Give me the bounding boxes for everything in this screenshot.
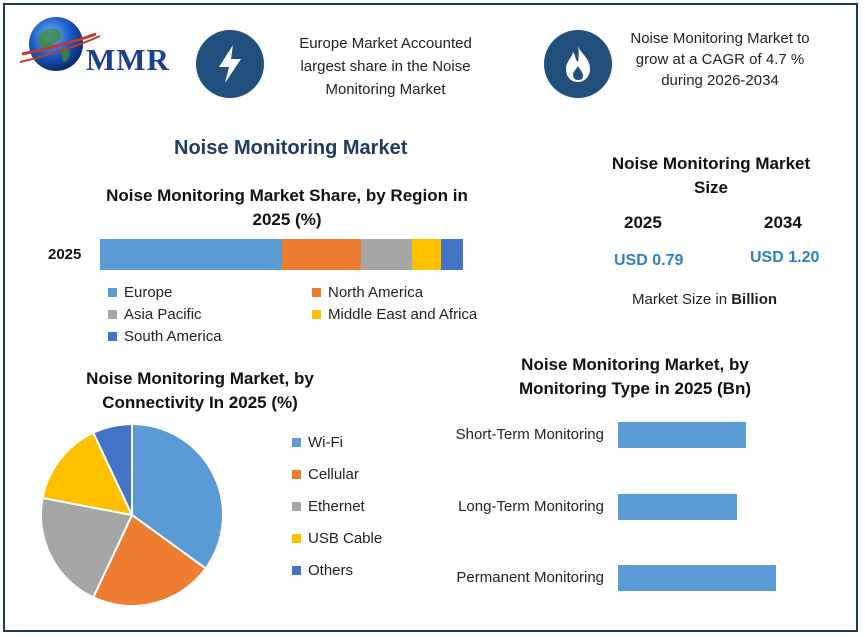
region-bar-segment-europe — [100, 239, 282, 270]
legend-swatch — [292, 534, 301, 543]
infographic-frame — [3, 3, 858, 632]
pie-slice-others — [91, 422, 133, 516]
mmr-logo: MMR — [16, 14, 176, 80]
legend-label: USB Cable — [308, 530, 383, 547]
legend-swatch — [292, 502, 301, 511]
pie-legend-item: Ethernet — [292, 498, 365, 515]
blurb-left: Europe Market Accounted largest share in… — [299, 35, 472, 98]
legend-label: Others — [308, 562, 354, 579]
blurb-right: Noise Monitoring Market to grow at a CAG… — [630, 30, 810, 89]
type-bar-chart: Short-Term Monitoring Long-Term Monitorin… — [420, 410, 840, 600]
legend-label: Asia Pacific — [124, 306, 202, 323]
region-legend: Europe North America Asia Pacific Middle Ea… — [108, 284, 528, 348]
legend-swatch — [108, 288, 117, 297]
pie-legend-item: Others — [292, 562, 353, 579]
pie-legend-item: Wi-Fi — [292, 434, 343, 451]
legend-swatch — [312, 288, 321, 297]
legend-swatch — [108, 310, 117, 319]
pie-chart-title: Noise Monitoring Market, by Connectivity… — [86, 369, 314, 412]
type-category-label: Permanent Monitoring — [456, 569, 604, 586]
legend-label: Wi-Fi — [308, 434, 343, 451]
region-legend-item: Middle East and Africa — [312, 306, 477, 323]
region-legend-item: Asia Pacific — [108, 306, 202, 323]
region-bar-segment-middle-east-and-africa — [412, 239, 442, 270]
legend-swatch — [312, 310, 321, 319]
region-bar-segment-south-america — [441, 239, 463, 270]
legend-label: Cellular — [308, 466, 359, 483]
region-legend-item: South America — [108, 328, 222, 345]
connectivity-pie — [40, 422, 224, 607]
market-size-title: Noise Monitoring Market Size — [611, 154, 811, 197]
unit-note: Market Size in — [632, 291, 732, 308]
pie-slice-wi-fi — [131, 422, 224, 570]
type-bar-long-term-monitoring — [618, 494, 737, 520]
logo-text: MMR — [86, 42, 170, 77]
legend-swatch — [292, 438, 301, 447]
lightning-icon — [196, 30, 264, 98]
unit-bold: Billion — [731, 291, 778, 308]
region-chart-title: Noise Monitoring Market Share, by Region… — [106, 186, 468, 229]
pie-legend-item: USB Cable — [292, 530, 382, 547]
legend-label: Middle East and Africa — [328, 306, 478, 323]
legend-swatch — [108, 332, 117, 341]
pie-slice-ethernet — [40, 496, 134, 599]
region-legend-item: North America — [312, 284, 423, 301]
page-title: Noise Monitoring Market — [174, 137, 408, 159]
region-legend-item: Europe — [108, 284, 172, 301]
legend-label: North America — [328, 284, 424, 301]
type-category-label: Short-Term Monitoring — [455, 426, 604, 443]
pie-legend-item: Cellular — [292, 466, 359, 483]
year-2034: 2034 — [764, 213, 802, 232]
type-bar-short-term-monitoring — [618, 422, 747, 448]
market-size-unit: Market Size in Billion — [632, 291, 777, 308]
value-2025: USD 0.79 — [614, 252, 684, 269]
legend-label: Europe — [124, 284, 173, 301]
legend-label: Ethernet — [308, 498, 365, 515]
region-stacked-bar — [100, 239, 463, 270]
year-2025: 2025 — [624, 213, 662, 232]
region-bar-segment-asia-pacific — [361, 239, 413, 270]
region-bar-segment-north-america — [281, 239, 362, 270]
legend-swatch — [292, 566, 301, 575]
flame-icon — [544, 30, 612, 98]
region-category-label: 2025 — [48, 246, 82, 263]
legend-swatch — [292, 470, 301, 479]
type-category-label: Long-Term Monitoring — [458, 498, 604, 515]
type-chart-title: Noise Monitoring Market, by Monitoring T… — [518, 355, 752, 398]
pie-legend: Wi-Fi Cellular Ethernet USB Cable Others — [292, 434, 412, 594]
pie-slice-usb-cable — [41, 431, 134, 517]
value-2034: USD 1.20 — [750, 249, 820, 266]
type-bar-permanent-monitoring — [618, 565, 776, 591]
legend-label: South America — [124, 328, 222, 345]
